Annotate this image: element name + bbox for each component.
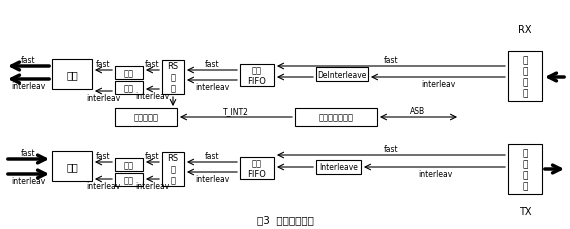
Bar <box>115 173 143 186</box>
Text: 比
特
解
配: 比 特 解 配 <box>522 56 528 98</box>
Text: fast: fast <box>205 151 219 160</box>
Bar <box>295 109 377 126</box>
Text: fast: fast <box>21 56 35 65</box>
Text: 发送
FIFO: 发送 FIFO <box>247 158 266 178</box>
Text: 管理和控制接口: 管理和控制接口 <box>319 113 353 122</box>
Text: fast: fast <box>21 148 35 157</box>
Text: fast: fast <box>384 144 398 153</box>
Text: interleav: interleav <box>86 181 120 190</box>
Bar <box>508 52 542 101</box>
Bar <box>115 109 177 126</box>
Text: fast: fast <box>96 151 111 160</box>
Text: RX: RX <box>518 25 532 35</box>
Bar <box>316 68 368 82</box>
Text: 加扰: 加扰 <box>124 160 134 169</box>
Text: interleav: interleav <box>421 80 455 89</box>
Bar <box>52 151 92 181</box>
Text: 误码计数器: 误码计数器 <box>133 113 158 122</box>
Text: interleav: interleav <box>195 174 229 183</box>
Text: T_INT2: T_INT2 <box>223 106 249 115</box>
Text: RS
解
码: RS 解 码 <box>168 62 178 93</box>
Text: interleav: interleav <box>11 176 45 185</box>
Text: Interleave: Interleave <box>319 163 358 172</box>
Text: DeInterleave: DeInterleave <box>317 70 367 79</box>
Text: 解扰: 解扰 <box>124 84 134 93</box>
Text: 解扰: 解扰 <box>124 69 134 78</box>
Text: interleav: interleav <box>195 83 229 92</box>
Text: fast: fast <box>96 60 111 69</box>
Text: interleav: interleav <box>135 92 169 101</box>
Text: 解帧: 解帧 <box>66 161 78 171</box>
Bar <box>115 82 143 95</box>
Text: 图3  数字接口框图: 图3 数字接口框图 <box>256 214 314 224</box>
Bar <box>240 65 274 87</box>
Text: interleav: interleav <box>86 94 120 103</box>
Text: TX: TX <box>519 206 531 216</box>
Text: 加扰: 加扰 <box>124 175 134 184</box>
Text: interleav: interleav <box>135 181 169 190</box>
Text: interleav: interleav <box>418 169 452 178</box>
Text: fast: fast <box>145 151 159 160</box>
Text: interleav: interleav <box>11 82 45 91</box>
Bar <box>52 60 92 90</box>
Bar <box>162 61 184 95</box>
Bar <box>508 144 542 194</box>
Text: 组帧: 组帧 <box>66 70 78 80</box>
Text: fast: fast <box>384 56 398 65</box>
Text: ASB: ASB <box>410 106 426 115</box>
Bar <box>162 152 184 186</box>
Text: fast: fast <box>145 60 159 69</box>
Text: 比
特
分
配: 比 特 分 配 <box>522 148 528 190</box>
Text: RS
编
码: RS 编 码 <box>168 154 178 185</box>
Bar <box>115 67 143 80</box>
Bar <box>316 160 361 174</box>
Text: fast: fast <box>205 60 219 69</box>
Bar <box>115 158 143 171</box>
Text: 接收
FIFO: 接收 FIFO <box>247 66 266 86</box>
Bar <box>240 157 274 179</box>
